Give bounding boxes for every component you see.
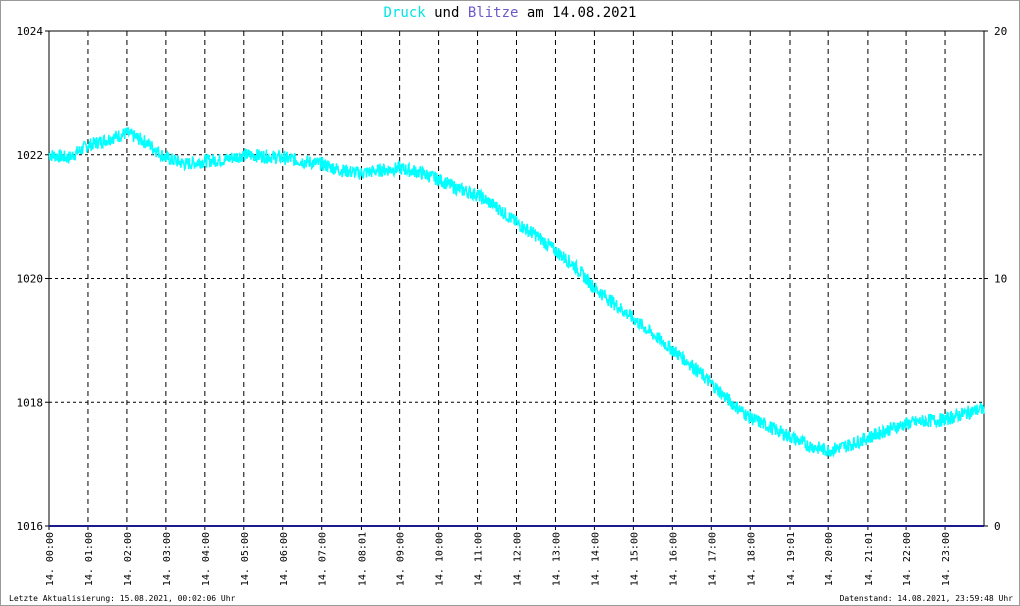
x-tick-label: 14. 03:00 <box>162 532 173 586</box>
x-tick-label: 14. 18:00 <box>746 532 757 586</box>
title-series1: Druck <box>383 5 426 21</box>
x-tick-label: 14. 22:00 <box>902 532 913 586</box>
title-series2: Blitze <box>467 5 519 21</box>
x-tick-label: 14. 06:00 <box>279 532 290 586</box>
y-left-tick-label: 1024 <box>17 25 44 38</box>
x-tick-label: 14. 17:00 <box>707 532 718 586</box>
y-right-tick-label: 10 <box>994 273 1007 286</box>
x-tick-label: 14. 16:00 <box>668 532 679 586</box>
title-suffix: am 14.08.2021 <box>518 5 637 21</box>
last-update-text: Letzte Aktualisierung: 15.08.2021, 00:02… <box>9 594 236 603</box>
y-right-tick-label: 0 <box>994 520 1001 533</box>
x-tick-label: 14. 21:01 <box>864 532 875 586</box>
chart-title: Druck und Blitze am 14.08.2021 <box>0 5 1020 21</box>
x-tick-label: 14. 04:00 <box>201 532 212 586</box>
x-tick-label: 14. 01:00 <box>84 532 95 586</box>
x-tick-label: 14. 13:00 <box>551 532 562 586</box>
x-tick-label: 14. 09:00 <box>396 532 407 586</box>
y-left-tick-label: 1016 <box>17 520 44 533</box>
x-tick-label: 14. 07:00 <box>318 532 329 586</box>
x-tick-label: 14. 15:00 <box>629 532 640 586</box>
x-tick-label: 14. 19:01 <box>786 532 797 586</box>
x-tick-label: 14. 14:00 <box>590 532 601 586</box>
x-tick-label: 14. 20:00 <box>824 532 835 586</box>
x-tick-label: 14. 12:00 <box>513 532 524 586</box>
x-tick-label: 14. 23:00 <box>941 532 952 586</box>
y-left-tick-label: 1020 <box>17 273 44 286</box>
title-mid: und <box>425 5 468 21</box>
y-left-tick-label: 1022 <box>17 149 44 162</box>
y-right-tick-label: 20 <box>994 25 1007 38</box>
x-tick-label: 14. 02:00 <box>123 532 134 586</box>
x-tick-label: 14. 00:00 <box>45 532 56 586</box>
y-left-tick-label: 1018 <box>17 396 44 409</box>
x-tick-label: 14. 08:01 <box>357 532 368 586</box>
pressure-line <box>48 127 985 458</box>
data-status-text: Datenstand: 14.08.2021, 23:59:48 Uhr <box>839 594 1013 603</box>
x-tick-label: 14. 11:00 <box>474 532 485 586</box>
x-tick-label: 14. 10:00 <box>435 532 446 586</box>
x-tick-label: 14. 05:00 <box>240 532 251 586</box>
